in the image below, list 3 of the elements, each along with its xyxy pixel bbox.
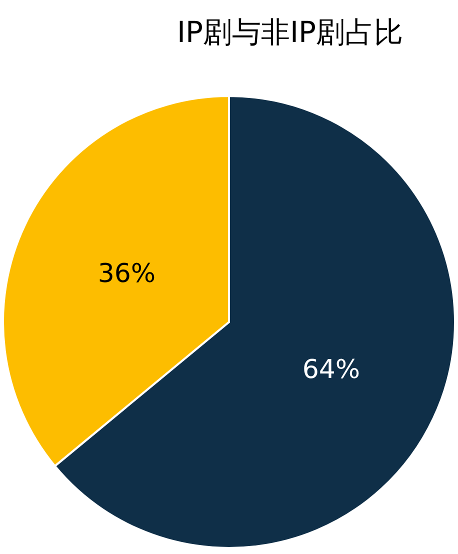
data-label: 36% [98,258,156,289]
data-label: 64% [302,355,360,386]
chart-title: IP剧与非IP剧占比 [176,15,404,49]
